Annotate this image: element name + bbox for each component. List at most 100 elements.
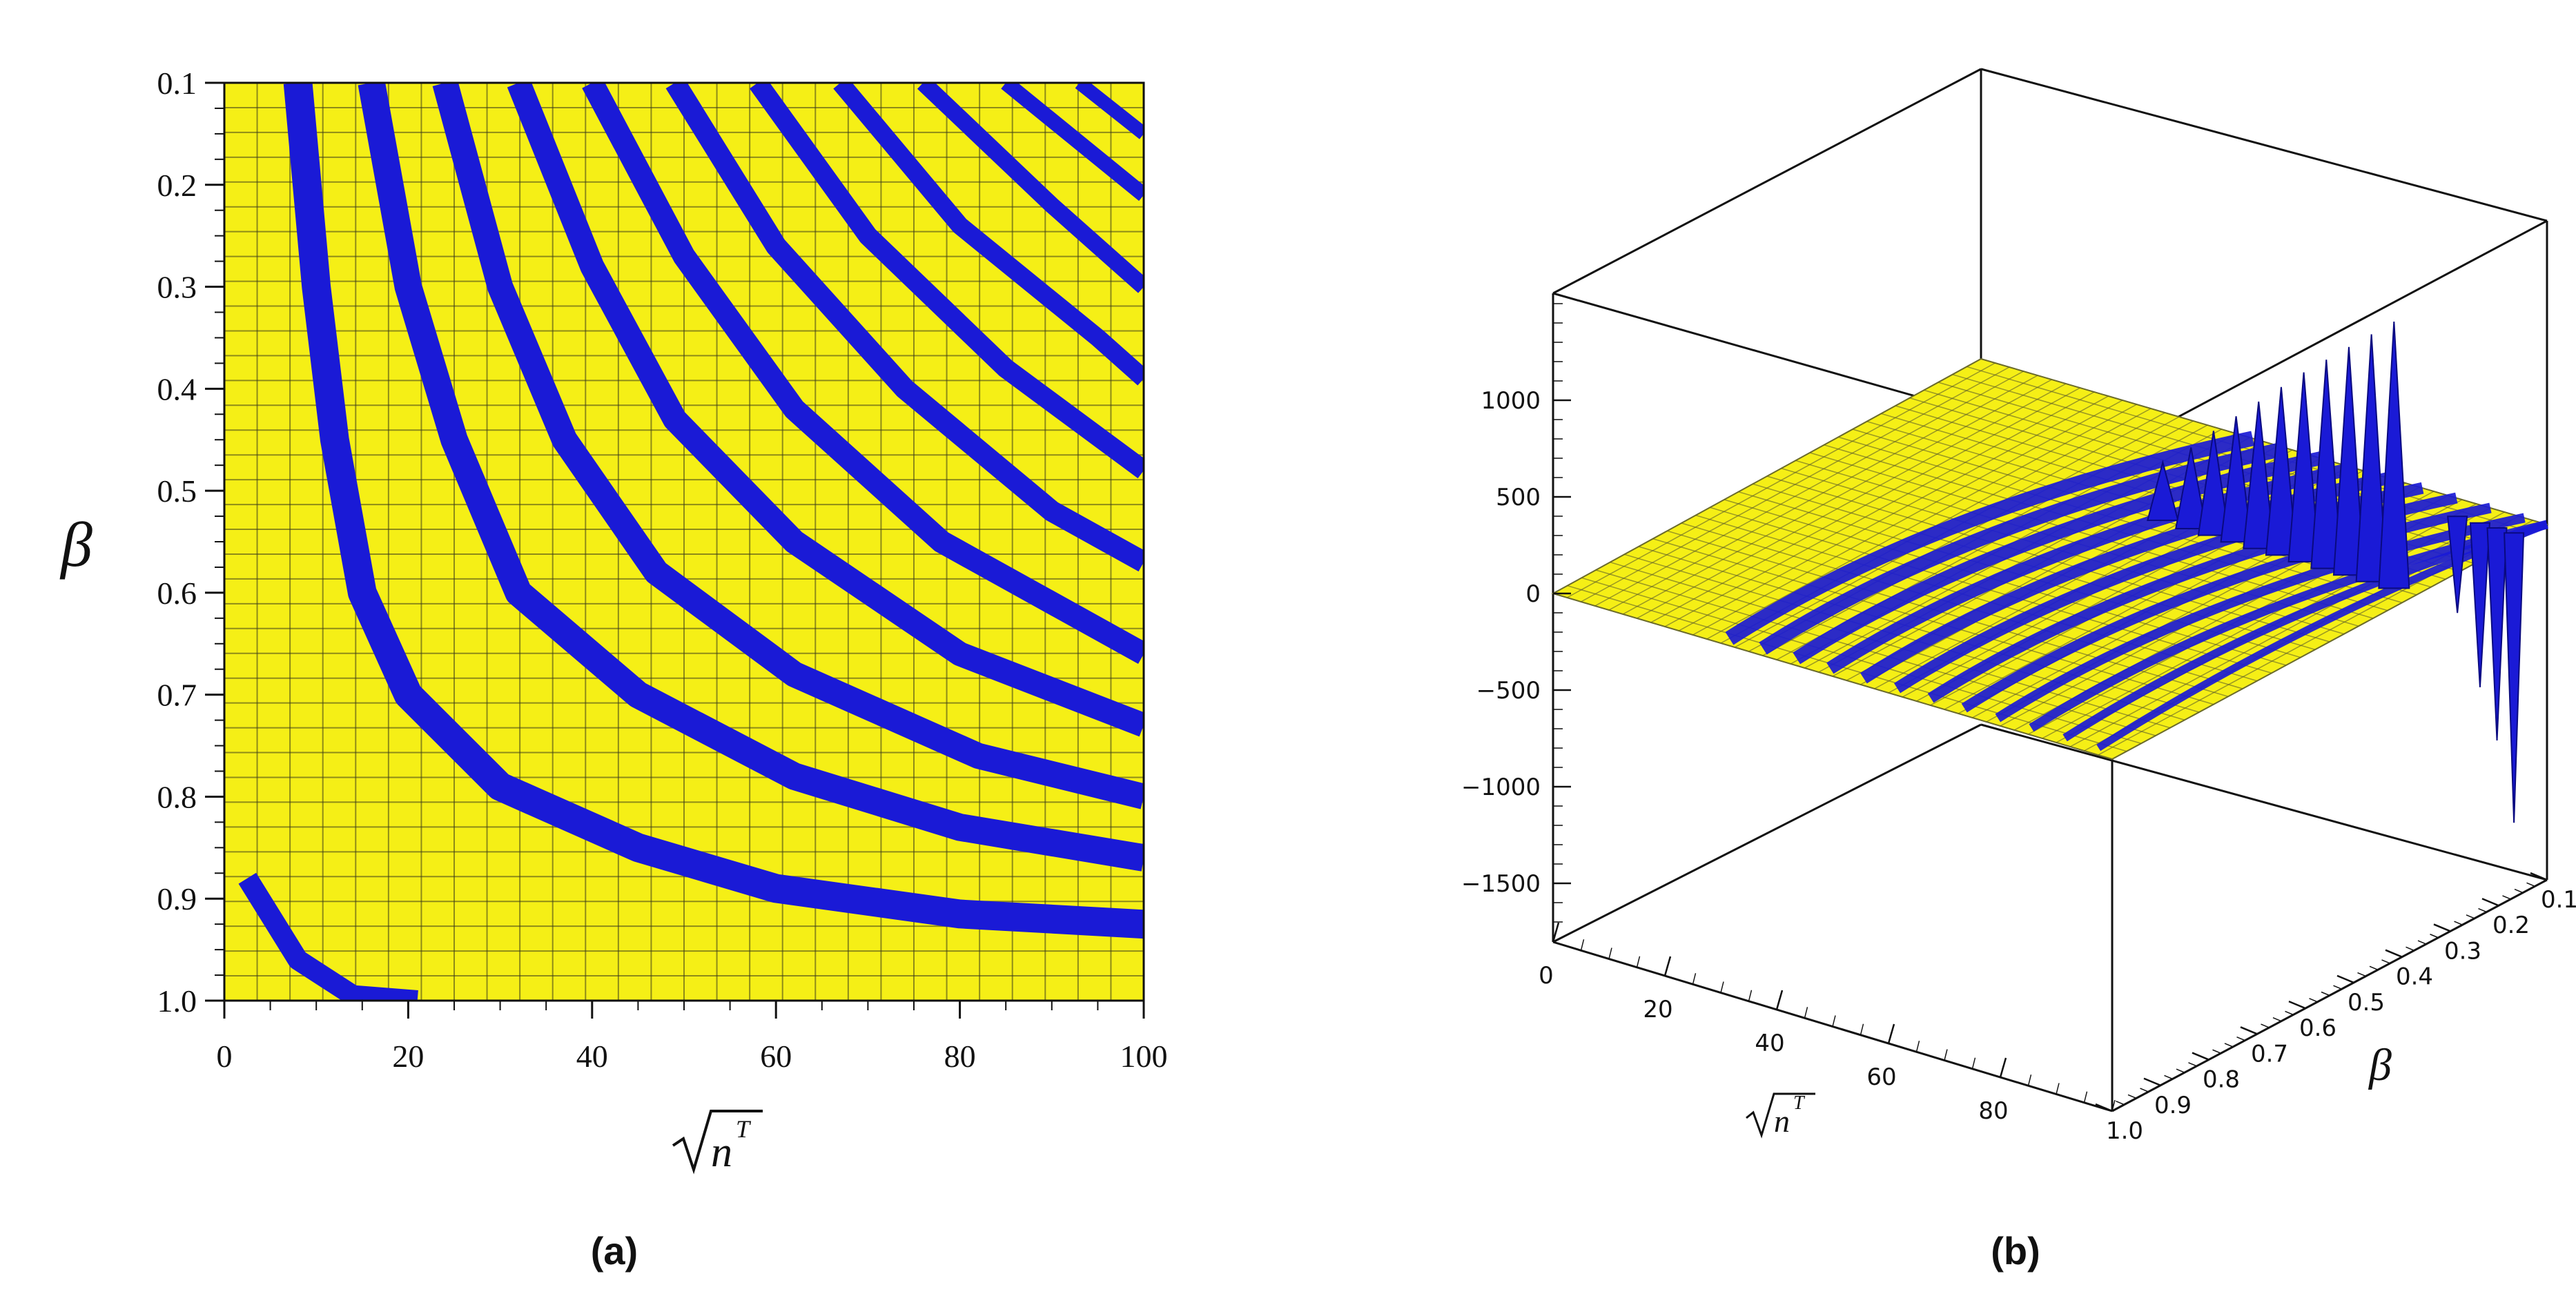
z-tick-label: 500 — [1496, 484, 1541, 511]
y-axis-ticks-b: 0.1 0.2 0.3 0.4 0.5 0.6 0.7 0.8 0.9 1.0 — [2095, 872, 2576, 1145]
beta-tick-label: 0.8 — [2203, 1066, 2240, 1094]
contour-band — [283, 83, 1144, 939]
contour-band — [507, 83, 1144, 737]
x-tick-minor — [1915, 1041, 1920, 1052]
x-tick-minor — [1748, 990, 1753, 1001]
beta-tick-label: 1.0 — [2106, 1117, 2143, 1145]
svg-text:T: T — [736, 1115, 752, 1143]
beta-tick-minor — [2236, 1036, 2245, 1041]
beta-tick-minor — [2369, 965, 2379, 970]
x-tick-minor — [2083, 1091, 2088, 1103]
x-tick-minor — [1608, 948, 1612, 959]
positive-spike — [2243, 401, 2275, 549]
beta-tick-minor — [2321, 991, 2330, 996]
contour-band — [665, 83, 1144, 572]
surface-ridge — [2062, 520, 2548, 742]
beta-tick-minor — [2188, 1062, 2197, 1067]
beta-tick-minor — [2224, 1043, 2234, 1048]
x-tick-minor — [1971, 1057, 1976, 1069]
x-tick-minor — [1580, 939, 1585, 951]
contour-band — [358, 83, 1144, 872]
x-tick-label: 0 — [217, 1039, 233, 1074]
negative-spike — [2486, 527, 2508, 741]
x-tick-label: 80 — [1978, 1097, 2008, 1125]
x-tick-minor — [1860, 1023, 1864, 1035]
heatmap-panel-a: 0 20 40 60 80 100 0.1 0.2 0.3 0.4 0.5 0.6 0.7 0.8 0.9… — [59, 66, 1168, 1176]
x-axis-ticks-b: 0 20 40 60 80 — [1539, 922, 2116, 1125]
y-tick-label: 0.8 — [157, 779, 197, 814]
x-tick-label: 60 — [1866, 1063, 1896, 1091]
beta-tick-label: 0.1 — [2541, 886, 2576, 914]
beta-tick-label: 0.4 — [2396, 963, 2433, 991]
negative-spike — [2447, 516, 2468, 613]
contour-band — [432, 83, 1144, 809]
x-tick-minor — [2111, 1099, 2116, 1112]
x-tick-label: 0 — [1539, 962, 1554, 990]
beta-tick-minor — [2538, 876, 2548, 881]
positive-spike — [2220, 416, 2252, 543]
beta-tick-label: 0.3 — [2444, 937, 2481, 965]
z-axis-ticks-b: 1000 500 0 −500 −1000 −1500 — [1461, 303, 1571, 923]
y-tick-label: 0.6 — [157, 576, 197, 611]
beta-tick-minor — [2514, 888, 2524, 894]
caption-a: (a) — [591, 1229, 638, 1273]
beta-tick-label: 0.6 — [2299, 1014, 2336, 1042]
beta-tick-minor — [2333, 985, 2342, 990]
beta-tick-minor — [2151, 1081, 2161, 1086]
axis-ticks-a — [205, 81, 1145, 1019]
beta-tick-minor — [2212, 1049, 2221, 1054]
negative-spike — [2469, 522, 2491, 687]
y-axis-label-b: β — [2368, 1040, 2392, 1090]
y-tick-label: 0.1 — [157, 66, 197, 101]
y-axis-label-a: β — [59, 509, 92, 580]
contour-band — [749, 83, 1144, 479]
y-tick-label: 0.2 — [157, 168, 197, 203]
x-tick-label: 20 — [1643, 996, 1672, 1023]
contour-band — [238, 872, 418, 1001]
surface-ridge — [1995, 513, 2526, 723]
beta-tick-minor — [2285, 1010, 2294, 1016]
x-tick-minor — [2000, 1066, 2004, 1078]
svg-text:n: n — [1774, 1103, 1790, 1139]
beta-tick-minor — [2140, 1088, 2149, 1092]
x-tick-minor — [1776, 998, 1780, 1010]
x-tick-minor — [1692, 973, 1697, 985]
contour-band — [1001, 83, 1144, 202]
band-group-a — [238, 83, 1144, 1001]
y-tick-label: 1.0 — [157, 983, 197, 1019]
contour-band — [1075, 83, 1144, 139]
x-tick-label: 40 — [576, 1039, 608, 1074]
beta-tick-minor — [2478, 907, 2487, 913]
beta-tick-minor — [2441, 927, 2451, 932]
spike-group-b — [1725, 321, 2548, 823]
x-tick-minor — [2027, 1074, 2032, 1086]
beta-tick-minor — [2127, 1094, 2137, 1099]
beta-tick-minor — [2454, 921, 2463, 925]
x-tick-label: 100 — [1120, 1039, 1168, 1074]
positive-spike — [2287, 372, 2320, 562]
beta-tick-minor — [2526, 882, 2535, 887]
beta-tick-minor — [2430, 934, 2439, 939]
beta-tick-minor — [2248, 1030, 2258, 1035]
x-tick-minor — [1720, 981, 1724, 993]
y-tick-label: 0.7 — [157, 678, 197, 713]
positive-spike — [2310, 360, 2343, 569]
beta-tick-minor — [2272, 1017, 2282, 1022]
beta-tick-minor — [2345, 979, 2354, 983]
beta-tick-minor — [2357, 972, 2366, 977]
positive-spike — [2197, 431, 2230, 536]
x-tick-minor — [1636, 956, 1641, 968]
beta-tick-label: 0.9 — [2154, 1092, 2192, 1119]
x-tick-minor — [2056, 1083, 2060, 1094]
z-tick-label: −500 — [1476, 677, 1541, 705]
beta-tick-minor — [2261, 1023, 2270, 1028]
surface-ridge — [1759, 441, 2289, 655]
x-tick-label: 20 — [392, 1039, 424, 1074]
y-tick-label: 0.9 — [157, 881, 197, 916]
beta-tick-minor — [2502, 895, 2511, 900]
x-tick-labels-a: 0 20 40 60 80 100 — [217, 1039, 1168, 1074]
beta-tick-label: 0.5 — [2348, 989, 2385, 1017]
beta-tick-minor — [2164, 1074, 2173, 1080]
positive-spike — [2147, 460, 2179, 521]
